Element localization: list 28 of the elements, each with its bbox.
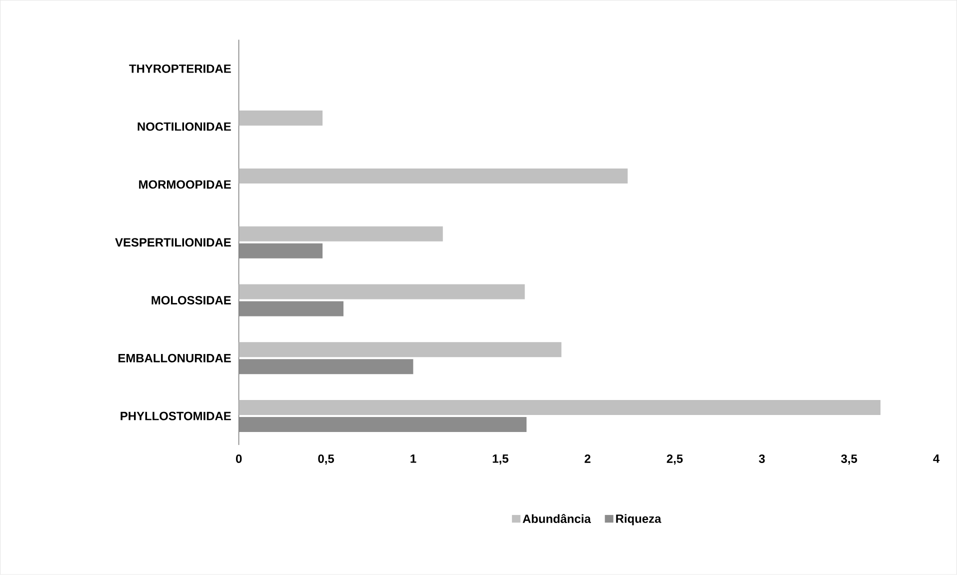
y-tick-label: NOCTILIONIDAE	[138, 122, 231, 131]
bar	[238, 284, 525, 300]
y-tick-label: MOLOSSIDAE	[152, 296, 231, 305]
x-tick-label: 2,5	[666, 454, 683, 465]
bar	[238, 243, 323, 258]
x-tick-label: 0,5	[318, 454, 334, 465]
x-tick-label: 3	[758, 454, 765, 464]
legend-label: Riqueza	[616, 514, 662, 526]
x-tick-label: 2	[584, 454, 590, 463]
x-tick-label: 4	[933, 454, 940, 463]
x-tick-label: 1,5	[492, 454, 508, 465]
bar	[238, 359, 414, 374]
bar	[238, 168, 628, 184]
x-tick-label: 1	[410, 454, 416, 463]
y-tick-label: EMBALLONURIDAE	[118, 354, 231, 362]
bar	[238, 110, 323, 126]
x-tick-label: 3,5	[841, 454, 858, 465]
bar	[238, 301, 344, 316]
y-tick-label: PHYLLOSTOMIDAE	[120, 412, 231, 420]
x-tick-label: 0	[236, 454, 242, 464]
y-tick-label: MORMOOPIDAE	[139, 180, 231, 189]
legend-label: Abundância	[522, 514, 591, 524]
bar	[238, 417, 527, 432]
bar	[238, 342, 562, 358]
bar	[238, 226, 443, 242]
y-tick-label: THYROPTERIDAE	[129, 64, 231, 74]
bar	[238, 400, 880, 416]
y-tick-label: VESPERTILIONIDAE	[115, 238, 231, 247]
